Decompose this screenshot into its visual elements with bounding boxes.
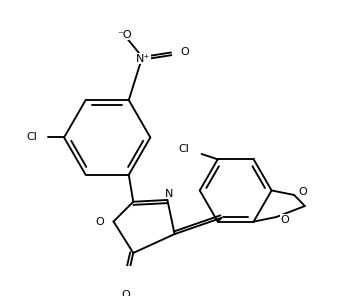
Text: O: O — [280, 215, 289, 225]
Text: ⁻O: ⁻O — [117, 30, 132, 40]
Text: Cl: Cl — [26, 132, 37, 142]
Text: O: O — [180, 47, 189, 57]
Text: O: O — [122, 290, 130, 296]
Text: Cl: Cl — [178, 144, 189, 154]
Text: N: N — [165, 189, 173, 199]
Text: O: O — [299, 187, 307, 197]
Text: O: O — [96, 216, 105, 226]
Text: N⁺: N⁺ — [136, 54, 150, 64]
